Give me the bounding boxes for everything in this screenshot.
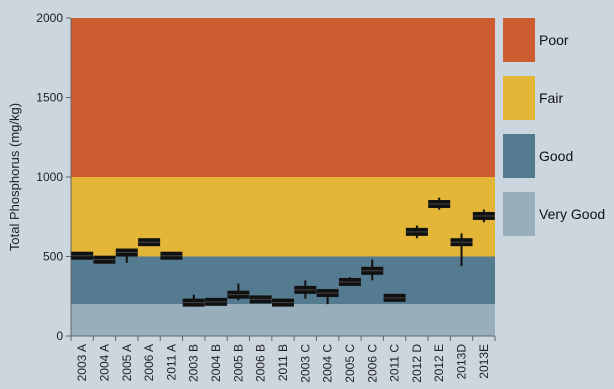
y-tick-label: 0 bbox=[56, 329, 63, 343]
legend: Poor Fair Good Very Good bbox=[503, 18, 605, 236]
y-tick-label: 500 bbox=[43, 250, 63, 264]
y-tick-label: 2000 bbox=[36, 11, 63, 25]
x-tick-label: 2005 A bbox=[120, 344, 134, 381]
x-tick-label: 2004 C bbox=[321, 344, 335, 383]
x-tick-label: 2005 B bbox=[231, 344, 245, 382]
x-tick-label: 2004 B bbox=[209, 344, 223, 382]
legend-swatch bbox=[503, 192, 535, 236]
legend-label: Good bbox=[539, 148, 573, 164]
legend-swatch bbox=[503, 18, 535, 62]
x-tick-label: 2011 B bbox=[276, 344, 290, 381]
x-tick-label: 2005 C bbox=[343, 344, 357, 383]
x-axis: 2003 A 2004 A 2005 A 2006 A 2011 A 2003 B 2004… bbox=[70, 335, 496, 383]
x-tick-label: 2006 C bbox=[365, 344, 379, 383]
y-axis-title: Total Phosphorus (mg/kg) bbox=[7, 103, 22, 251]
band-very-good bbox=[71, 304, 495, 336]
y-tick-label: 1500 bbox=[36, 91, 63, 105]
x-tick-label: 2012 D bbox=[410, 344, 424, 383]
legend-label: Poor bbox=[539, 32, 569, 48]
x-tick-label: 2004 A bbox=[97, 344, 111, 381]
legend-label: Very Good bbox=[539, 206, 605, 222]
legend-swatch bbox=[503, 76, 535, 120]
x-tick-label: 2003 B bbox=[187, 344, 201, 382]
band-poor bbox=[71, 18, 495, 177]
band-fair bbox=[71, 177, 495, 257]
legend-label: Fair bbox=[539, 90, 563, 106]
x-tick-label: 2006 B bbox=[254, 344, 268, 382]
x-tick-label: 2011 C bbox=[388, 344, 402, 382]
box-marks bbox=[71, 197, 495, 307]
band-good bbox=[71, 256, 495, 305]
y-axis: 0 500 1000 1500 2000 bbox=[36, 11, 72, 343]
y-tick-label: 1000 bbox=[36, 170, 63, 184]
x-tick-label: 2003 A bbox=[75, 344, 89, 381]
x-tick-label: 2006 A bbox=[142, 344, 156, 381]
x-tick-label: 2003 C bbox=[298, 344, 312, 383]
legend-swatch bbox=[503, 134, 535, 178]
quality-bands bbox=[71, 18, 495, 336]
x-tick-label: 2013E bbox=[477, 344, 491, 379]
x-tick-label: 2012 E bbox=[432, 344, 446, 382]
x-tick-label: 2013D bbox=[455, 344, 469, 380]
x-tick-label: 2011 A bbox=[164, 344, 178, 380]
